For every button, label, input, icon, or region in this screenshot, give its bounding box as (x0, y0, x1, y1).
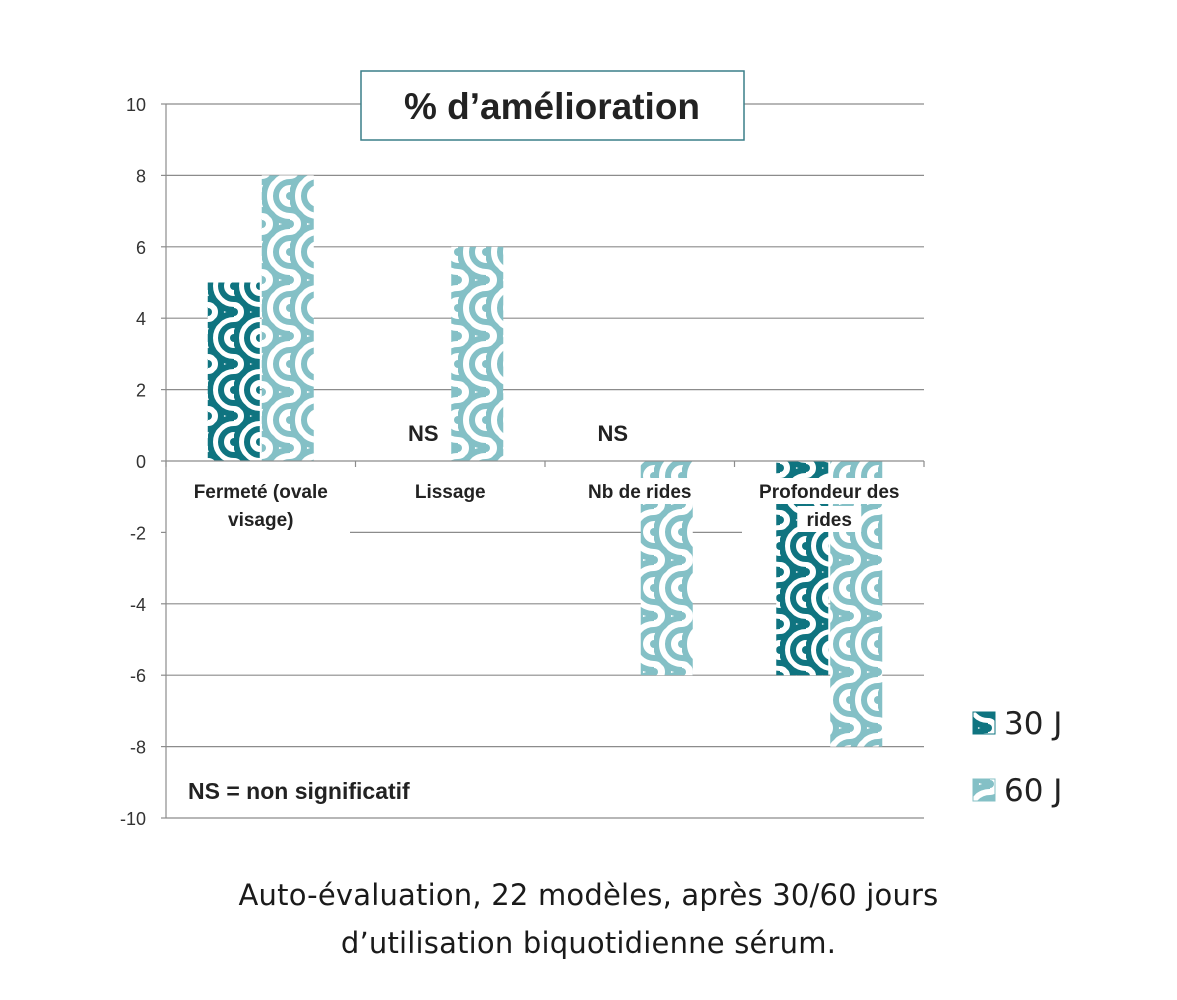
chart-title: % d’amélioration (404, 86, 700, 127)
label-backing (217, 506, 304, 532)
x-tick-label: Nb de rides (588, 482, 691, 503)
label-backing (407, 478, 494, 504)
legend-swatch (972, 778, 996, 802)
label-backing (574, 478, 706, 504)
legend-label: 60 J (1004, 773, 1062, 809)
y-tick-label: 4 (136, 309, 146, 329)
caption-line-1: Auto-évaluation, 22 modèles, après 30/60… (238, 878, 939, 912)
legend: 30 J 60 J (972, 706, 1062, 809)
y-tick-label: -6 (130, 666, 146, 686)
ns-note: NS = non significatif (188, 778, 410, 804)
x-tick-label: Fermeté (ovale (194, 482, 328, 503)
y-tick-label: -2 (130, 523, 146, 543)
y-tick-label: 2 (136, 381, 146, 401)
y-tick-label: 0 (136, 452, 146, 472)
labels: NS NS Fermeté (ovale visage) Lissage Nb de ri… (178, 421, 912, 804)
label-backing (178, 478, 344, 504)
label-backing (746, 478, 912, 504)
chart-title-box: % d’amélioration (360, 70, 745, 141)
bar-60j (261, 175, 314, 461)
caption-line-2: d’utilisation biquotidienne sérum. (340, 926, 837, 960)
y-tick-label: -4 (130, 595, 146, 615)
y-tick-label: 8 (136, 166, 146, 186)
x-tick-label: Profondeur des (759, 482, 899, 503)
ns-label: NS (408, 421, 439, 446)
bar-30j (207, 282, 260, 461)
axes: 10 8 6 4 2 0 -2 -4 -6 -8 -10 (120, 95, 925, 829)
y-tick-label: 6 (136, 238, 146, 258)
x-tick-label: rides (807, 510, 852, 531)
bar-60j (451, 246, 504, 461)
y-tick-label: -10 (120, 809, 146, 829)
x-tick-label: Lissage (415, 482, 486, 503)
label-backing (797, 506, 862, 532)
title-box (360, 70, 745, 141)
legend-swatch (972, 711, 996, 735)
legend-label: 30 J (1004, 706, 1062, 742)
x-tick-label: visage) (228, 510, 293, 531)
y-tick-label: -8 (130, 738, 146, 758)
ns-label: NS (597, 421, 628, 446)
y-tick-label: 10 (126, 95, 146, 115)
bar-chart: 10 8 6 4 2 0 -2 -4 -6 -8 -10 NS NS Fermeté (ovale vis… (120, 70, 1062, 829)
